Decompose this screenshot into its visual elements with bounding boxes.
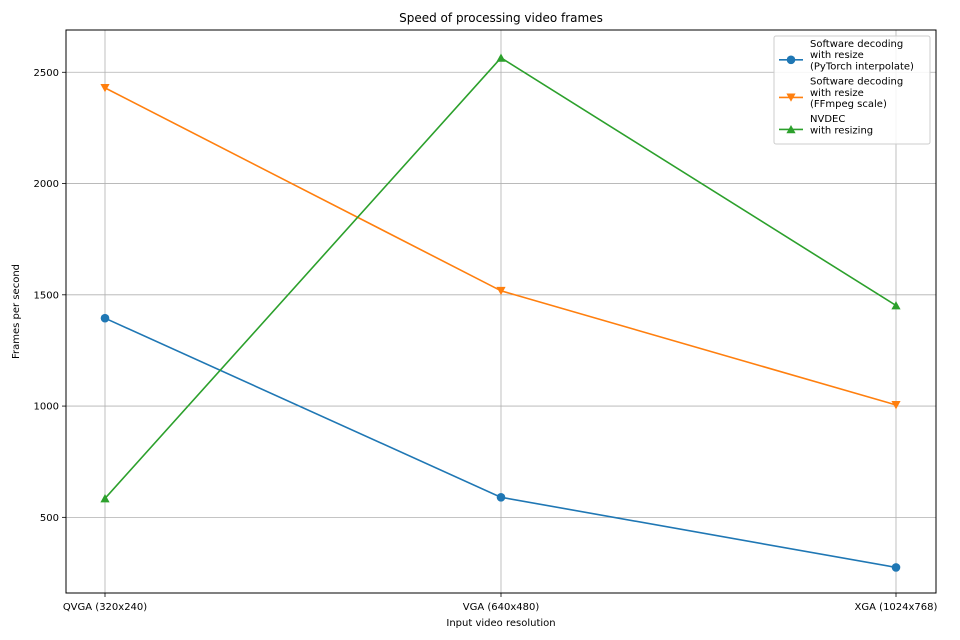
- chart-title: Speed of processing video frames: [399, 11, 603, 25]
- data-point: [496, 53, 506, 62]
- legend-swatch-marker: [786, 55, 796, 65]
- legend-entry: Software decoding with resize (PyTorch int…: [779, 39, 914, 72]
- series-3: [100, 53, 901, 503]
- data-point: [891, 401, 901, 410]
- y-tick-label: 500: [40, 513, 59, 524]
- legend-box: [773, 35, 931, 145]
- x-tick-label: QVGA (320x240): [63, 602, 147, 613]
- y-tick-label: 2000: [34, 179, 59, 190]
- data-point: [100, 494, 110, 503]
- data-point: [891, 301, 901, 310]
- series-layer: [100, 53, 901, 572]
- data-point: [100, 83, 110, 93]
- legend-label: Software decoding with resize (FFmpeg scal…: [810, 77, 903, 110]
- legend-swatch-marker: [786, 125, 796, 134]
- data-point: [100, 313, 110, 323]
- x-axis-label: Input video resolution: [446, 618, 555, 629]
- x-axis-ticks: QVGA (320x240) VGA (640x480) XGA (1024x768…: [63, 593, 938, 613]
- legend: Software decoding with resize (PyTorch int…: [773, 35, 931, 145]
- data-point: [891, 563, 901, 572]
- y-axis-label: Frames per second: [11, 264, 22, 359]
- data-point: [496, 493, 506, 502]
- legend-entry: NVDEC with resizing: [779, 114, 873, 136]
- y-tick-label: 1500: [34, 290, 59, 301]
- y-axis-ticks: 500 1000 1500 2000 2500: [34, 68, 66, 524]
- legend-label: Software decoding with resize (PyTorch int…: [810, 39, 914, 72]
- y-tick-label: 2500: [34, 68, 59, 79]
- x-tick-label: XGA (1024x768): [855, 602, 938, 613]
- x-tick-label: VGA (640x480): [463, 602, 540, 613]
- data-point: [496, 286, 506, 296]
- series-1: [100, 313, 901, 572]
- legend-label: NVDEC with resizing: [810, 114, 873, 136]
- y-tick-label: 1000: [34, 402, 59, 413]
- legend-swatch-marker: [786, 93, 796, 102]
- legend-entry: Software decoding with resize (FFmpeg scal…: [779, 77, 903, 110]
- series-2: [100, 83, 901, 410]
